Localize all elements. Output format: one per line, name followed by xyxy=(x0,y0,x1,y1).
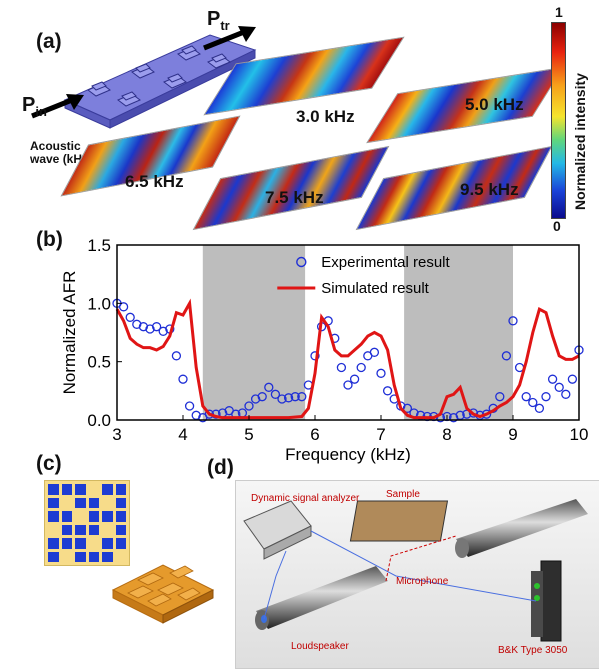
experimental-point xyxy=(356,362,366,373)
panel-a-label: (a) xyxy=(36,30,62,53)
experimental-point xyxy=(244,401,254,411)
colorbar-max: 1 xyxy=(555,4,563,20)
x-axis-label: Frequency (kHz) xyxy=(285,445,411,464)
x-tick-label: 3 xyxy=(112,425,121,444)
experimental-point xyxy=(145,324,155,334)
experimental-point xyxy=(495,392,505,402)
experimental-point xyxy=(125,312,135,322)
freq-label-9-5: 9.5 kHz xyxy=(460,180,519,199)
x-tick-label: 5 xyxy=(244,425,253,444)
legend-experimental: Experimental result xyxy=(321,254,450,271)
x-tick-label: 4 xyxy=(178,425,187,444)
simulated-line xyxy=(115,298,580,420)
experimental-point xyxy=(343,380,353,390)
experimental-point xyxy=(508,316,518,326)
x-tick-label: 9 xyxy=(508,425,517,444)
experimental-point xyxy=(132,319,142,329)
experimental-point xyxy=(264,382,274,392)
sample-label: Sample xyxy=(386,489,420,500)
y-tick-label: 0.5 xyxy=(87,353,111,372)
experimental-point xyxy=(448,413,459,423)
freq-label-6-5: 6.5 kHz xyxy=(125,172,184,191)
experimental-point xyxy=(250,394,261,404)
legend-simulated: Simulated result xyxy=(321,280,429,297)
setup-illustration xyxy=(243,499,588,642)
experimental-point xyxy=(283,393,294,403)
y-tick-label: 0.0 xyxy=(87,411,111,430)
input-arrow-icon xyxy=(31,94,84,119)
experimental-point xyxy=(178,374,188,384)
experimental-point xyxy=(270,389,281,399)
experimental-point xyxy=(158,326,168,336)
p-tr-label: Ptr xyxy=(207,8,230,33)
experimental-point xyxy=(171,351,182,361)
colorbar-min: 0 xyxy=(553,218,561,234)
experimental-point xyxy=(541,392,551,402)
experimental-point xyxy=(567,374,578,384)
experimental-point xyxy=(138,322,149,332)
loudspeaker-label: Loudspeaker xyxy=(291,641,349,652)
experimental-point xyxy=(376,368,386,378)
panel-c-label: (c) xyxy=(36,452,62,475)
experimental-point xyxy=(528,397,538,408)
freq-label-5-0: 5.0 kHz xyxy=(465,95,524,114)
metamaterial-plate-3d xyxy=(63,34,257,129)
experimental-point xyxy=(151,322,162,332)
panel-b-label: (b) xyxy=(36,228,63,251)
experimental-setup: Dynamic signal analyzer Sample Microphon… xyxy=(235,480,599,669)
experimental-point xyxy=(118,302,129,312)
afr-chart: 3 4 5 6 7 8 9 10 0.0 0.5 1.0 1.5 Experimental resul… xyxy=(60,236,589,464)
p-in-label: Pin xyxy=(22,94,47,119)
legend-marker-experimental xyxy=(296,256,307,268)
experimental-point xyxy=(534,403,545,413)
freq-label-3-0: 3.0 kHz xyxy=(296,107,355,126)
y-tick-label: 1.5 xyxy=(87,236,111,255)
output-arrow-icon xyxy=(203,26,256,51)
experimental-point xyxy=(290,392,300,402)
x-tick-label: 6 xyxy=(310,425,319,444)
heatmap-9-5khz xyxy=(355,145,553,231)
x-tick-label: 10 xyxy=(570,425,589,444)
experimental-point xyxy=(382,386,393,396)
acoustic-wave-label: Acoustic wave (kHz) xyxy=(30,139,93,166)
unit-cell-pattern xyxy=(44,480,130,566)
freq-label-7-5: 7.5 kHz xyxy=(265,188,324,207)
experimental-point xyxy=(349,374,360,384)
experimental-point xyxy=(297,392,307,402)
x-tick-label: 8 xyxy=(442,425,451,444)
experimental-point xyxy=(277,394,287,404)
colorbar xyxy=(551,22,566,219)
experimental-point xyxy=(547,374,558,384)
experimental-point xyxy=(468,408,479,418)
y-tick-label: 1.0 xyxy=(87,294,111,313)
bk-label: B&K Type 3050 xyxy=(498,645,568,656)
panel-d-label: (d) xyxy=(207,456,234,479)
experimental-point xyxy=(501,351,512,361)
microphone-label: Microphone xyxy=(396,576,449,587)
experimental-point xyxy=(554,382,564,392)
experimental-point xyxy=(184,401,195,411)
analyzer-label: Dynamic signal analyzer xyxy=(251,493,360,504)
bandgap-region-0 xyxy=(202,245,306,420)
experimental-point xyxy=(561,389,571,399)
experimental-point xyxy=(257,392,267,402)
experimental-point xyxy=(402,403,413,413)
experimental-point xyxy=(310,351,320,361)
experimental-point xyxy=(521,392,531,402)
experimental-point xyxy=(369,347,380,357)
y-axis-label: Normalized AFR xyxy=(60,271,79,395)
colorbar-label: Normalized intensity xyxy=(572,73,588,210)
experimental-point xyxy=(336,362,347,373)
x-tick-label: 7 xyxy=(376,425,385,444)
unit-cell-3d xyxy=(111,564,215,624)
